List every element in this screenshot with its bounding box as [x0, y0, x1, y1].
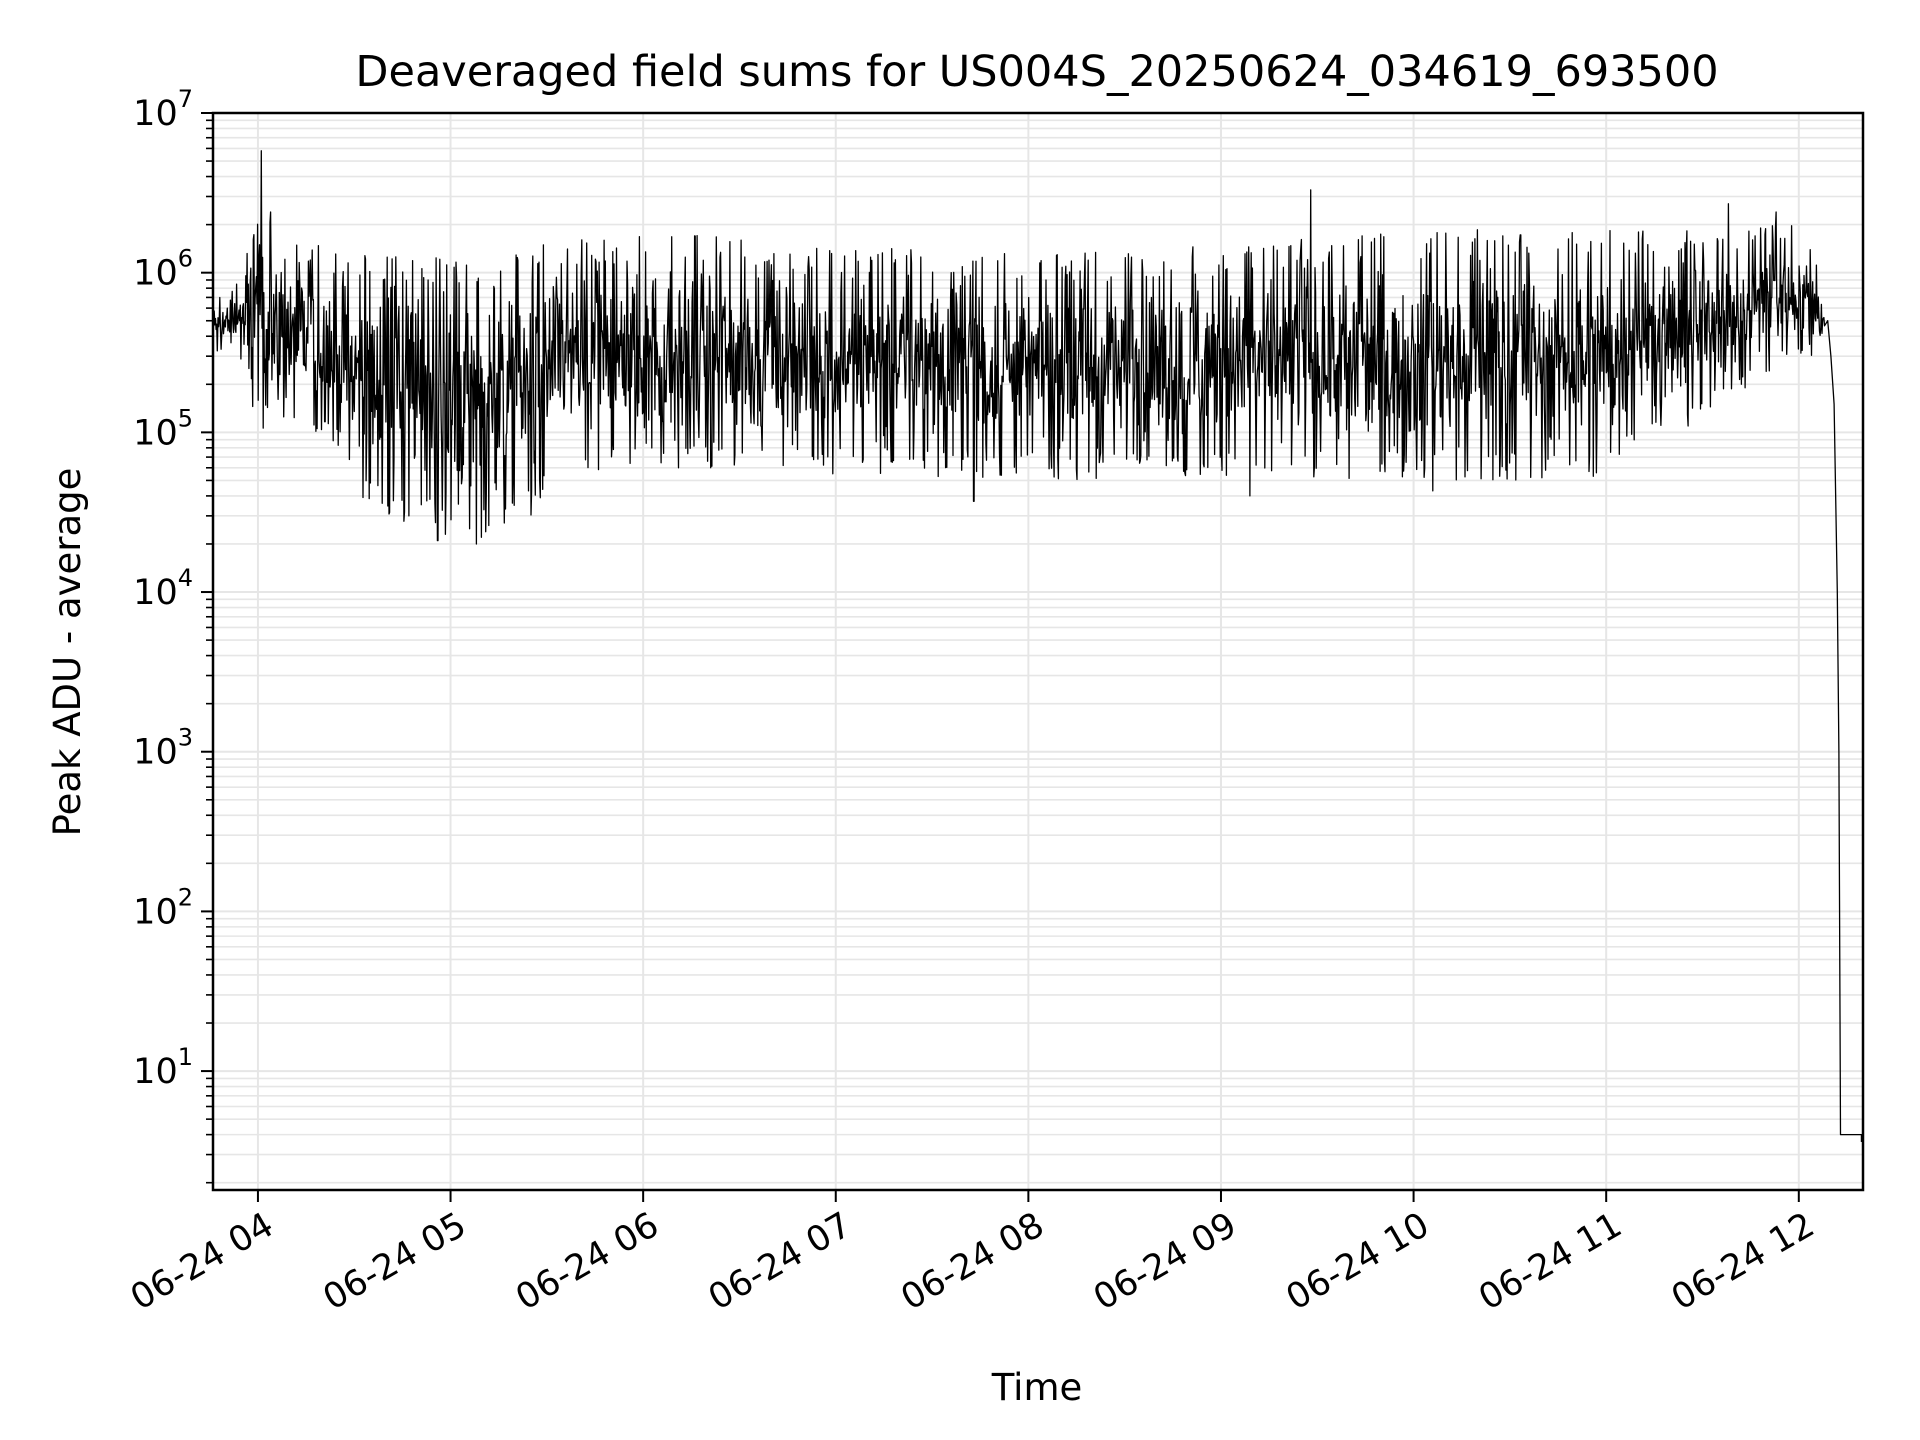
y-tick-label: 106: [133, 245, 193, 294]
y-tick-label: 104: [133, 564, 193, 613]
y-tick-label: 102: [133, 883, 193, 932]
y-ticks: 101 102 103 104 105 106 107: [133, 85, 213, 1184]
y-axis-label: Peak ADU - average: [46, 468, 89, 837]
plot-frame: [211, 111, 1865, 1192]
x-axis-label: Time: [991, 1366, 1083, 1409]
chart-title: Deaveraged field sums for US004S_2025062…: [355, 47, 1718, 97]
series-trace: [212, 150, 1863, 1136]
y-tick-label: 107: [133, 85, 193, 134]
y-tick-label: 105: [133, 404, 193, 453]
y-tick-label: 101: [133, 1043, 193, 1092]
y-tick-label: 103: [133, 724, 193, 773]
